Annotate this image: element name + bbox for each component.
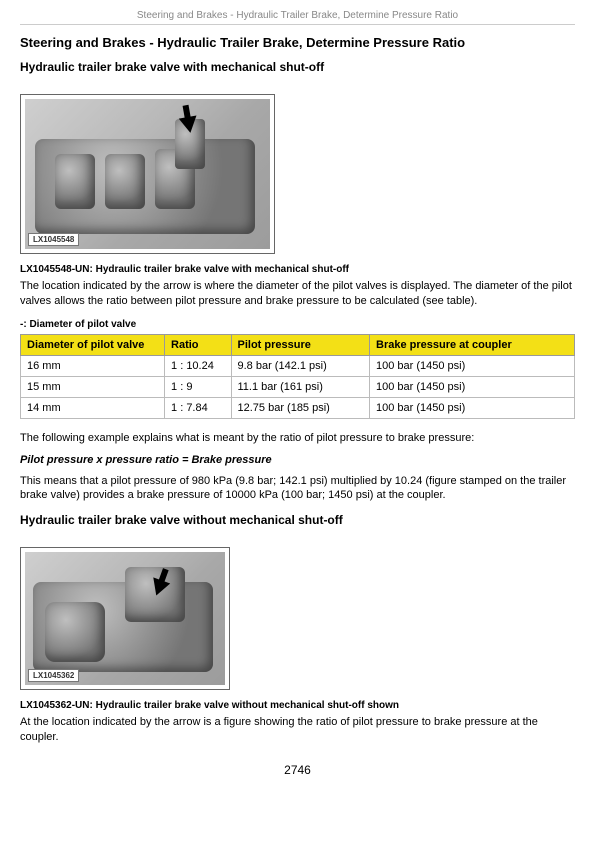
table-row: 15 mm 1 : 9 11.1 bar (161 psi) 100 bar (… [21,376,575,397]
cell: 100 bar (1450 psi) [370,355,575,376]
th-pilot: Pilot pressure [231,334,370,355]
cell: 100 bar (1450 psi) [370,376,575,397]
figure2-image: LX1045362 [25,552,225,685]
page-number: 2746 [20,763,575,777]
cell: 16 mm [21,355,165,376]
cell: 14 mm [21,397,165,418]
figure1-frame: LX1045548 [20,94,275,254]
table-header-row: Diameter of pilot valve Ratio Pilot pres… [21,334,575,355]
section1-heading: Hydraulic trailer brake valve with mecha… [20,60,575,74]
th-ratio: Ratio [165,334,231,355]
cell: 12.75 bar (185 psi) [231,397,370,418]
figure2-frame: LX1045362 [20,547,230,690]
cell: 100 bar (1450 psi) [370,397,575,418]
cell: 15 mm [21,376,165,397]
cell: 1 : 9 [165,376,231,397]
page-header: Steering and Brakes - Hydraulic Trailer … [20,10,575,25]
page: Steering and Brakes - Hydraulic Trailer … [0,0,595,797]
th-diameter: Diameter of pilot valve [21,334,165,355]
section1-paragraph: The location indicated by the arrow is w… [20,279,575,309]
table-title: -: Diameter of pilot valve [20,319,575,330]
explain-intro: The following example explains what is m… [20,431,575,446]
formula: Pilot pressure x pressure ratio = Brake … [20,454,575,466]
table-row: 14 mm 1 : 7.84 12.75 bar (185 psi) 100 b… [21,397,575,418]
page-title: Steering and Brakes - Hydraulic Trailer … [20,35,575,50]
table-row: 16 mm 1 : 10.24 9.8 bar (142.1 psi) 100 … [21,355,575,376]
th-brake: Brake pressure at coupler [370,334,575,355]
cell: 1 : 7.84 [165,397,231,418]
section2-paragraph: At the location indicated by the arrow i… [20,715,575,745]
figure2-label: LX1045362 [28,669,79,682]
figure1-image: LX1045548 [25,99,270,249]
explain-detail: This means that a pilot pressure of 980 … [20,474,575,504]
cell: 11.1 bar (161 psi) [231,376,370,397]
arrow-icon [179,116,200,135]
figure1-caption: LX1045548-UN: Hydraulic trailer brake va… [20,264,575,275]
section2-heading: Hydraulic trailer brake valve without me… [20,513,575,527]
cell: 1 : 10.24 [165,355,231,376]
pressure-ratio-table: Diameter of pilot valve Ratio Pilot pres… [20,334,575,419]
figure1-label: LX1045548 [28,233,79,246]
figure2-caption: LX1045362-UN: Hydraulic trailer brake va… [20,700,575,711]
cell: 9.8 bar (142.1 psi) [231,355,370,376]
